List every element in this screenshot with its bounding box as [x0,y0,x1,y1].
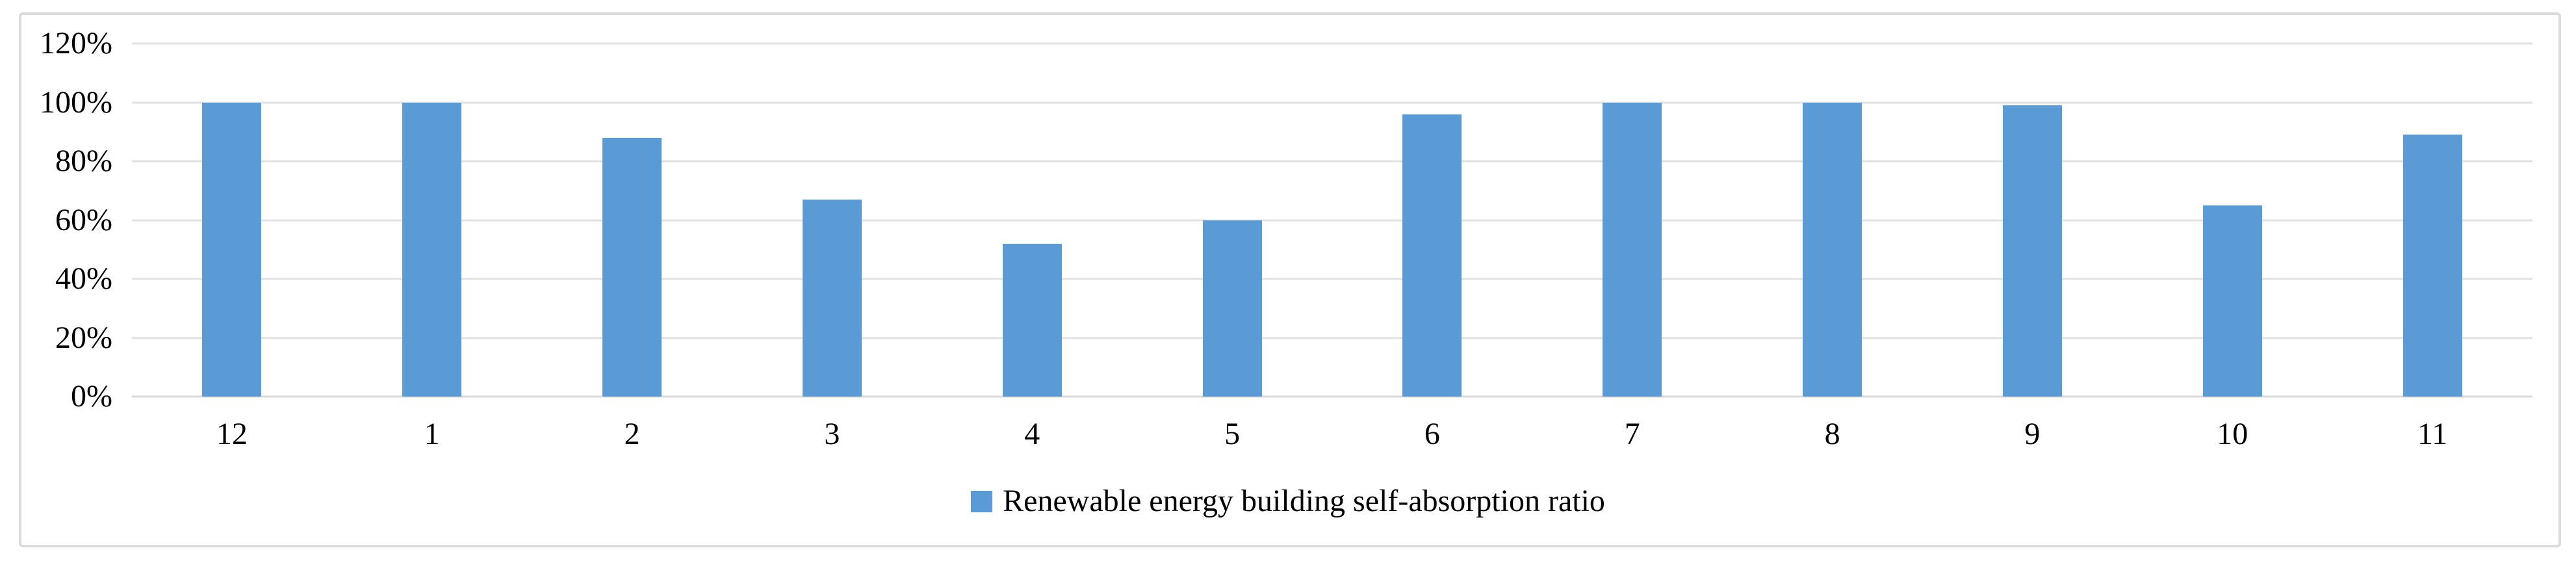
legend-label: Renewable energy building self-absorptio… [1003,484,1605,518]
x-axis-tick-label-10: 10 [2217,417,2248,451]
x-axis-tick-label-5: 5 [1224,417,1241,451]
bar-month-2 [602,137,662,397]
x-axis-tick-label-8: 8 [1824,417,1840,451]
y-axis: 0% 20% 40% 60% 80% 100% 120% [0,0,112,563]
y-axis-tick-label: 20% [55,320,112,355]
x-axis-tick-label-9: 9 [2024,417,2041,451]
gridline-20pct [132,337,2532,339]
gridline-60pct [132,219,2532,221]
legend: Renewable energy building self-absorptio… [0,482,2576,521]
x-axis-tick-label-2: 2 [624,417,640,451]
x-axis-tick-label-3: 3 [824,417,840,451]
gridline-100pct [132,101,2532,103]
gridline-120pct [132,42,2532,45]
x-axis-tick-label-1: 1 [424,417,440,451]
bar-month-11 [2402,135,2462,397]
x-axis-tick-label-11: 11 [2417,417,2448,451]
x-axis-tick-label-7: 7 [1624,417,1640,451]
bar-month-7 [1603,102,1662,397]
gridline-80pct [132,160,2532,163]
x-axis: 12 1 2 3 4 5 6 7 8 9 10 11 [132,416,2532,455]
x-axis-tick-label-4: 4 [1024,417,1040,451]
y-axis-tick-label: 0% [71,379,112,413]
x-axis-tick-label-6: 6 [1424,417,1440,451]
bar-month-5 [1202,220,1262,397]
y-axis-tick-label: 40% [55,261,112,296]
bar-month-8 [1803,102,1862,397]
bar-month-12 [202,102,262,397]
gridline-0pct [132,395,2532,398]
bar-month-3 [802,199,862,397]
legend-marker-swatch [971,490,993,512]
gridline-40pct [132,278,2532,280]
x-axis-tick-label-12: 12 [216,417,248,451]
bar-month-4 [1002,243,1062,397]
y-axis-tick-label: 100% [40,85,112,120]
y-axis-tick-label: 60% [55,202,112,237]
y-axis-tick-label: 80% [55,144,112,178]
y-axis-tick-label: 120% [40,26,112,60]
bar-month-6 [1402,114,1462,397]
bar-month-9 [2002,105,2062,397]
plot-area [132,42,2532,398]
bar-month-1 [402,102,462,397]
bar-month-10 [2202,205,2262,397]
